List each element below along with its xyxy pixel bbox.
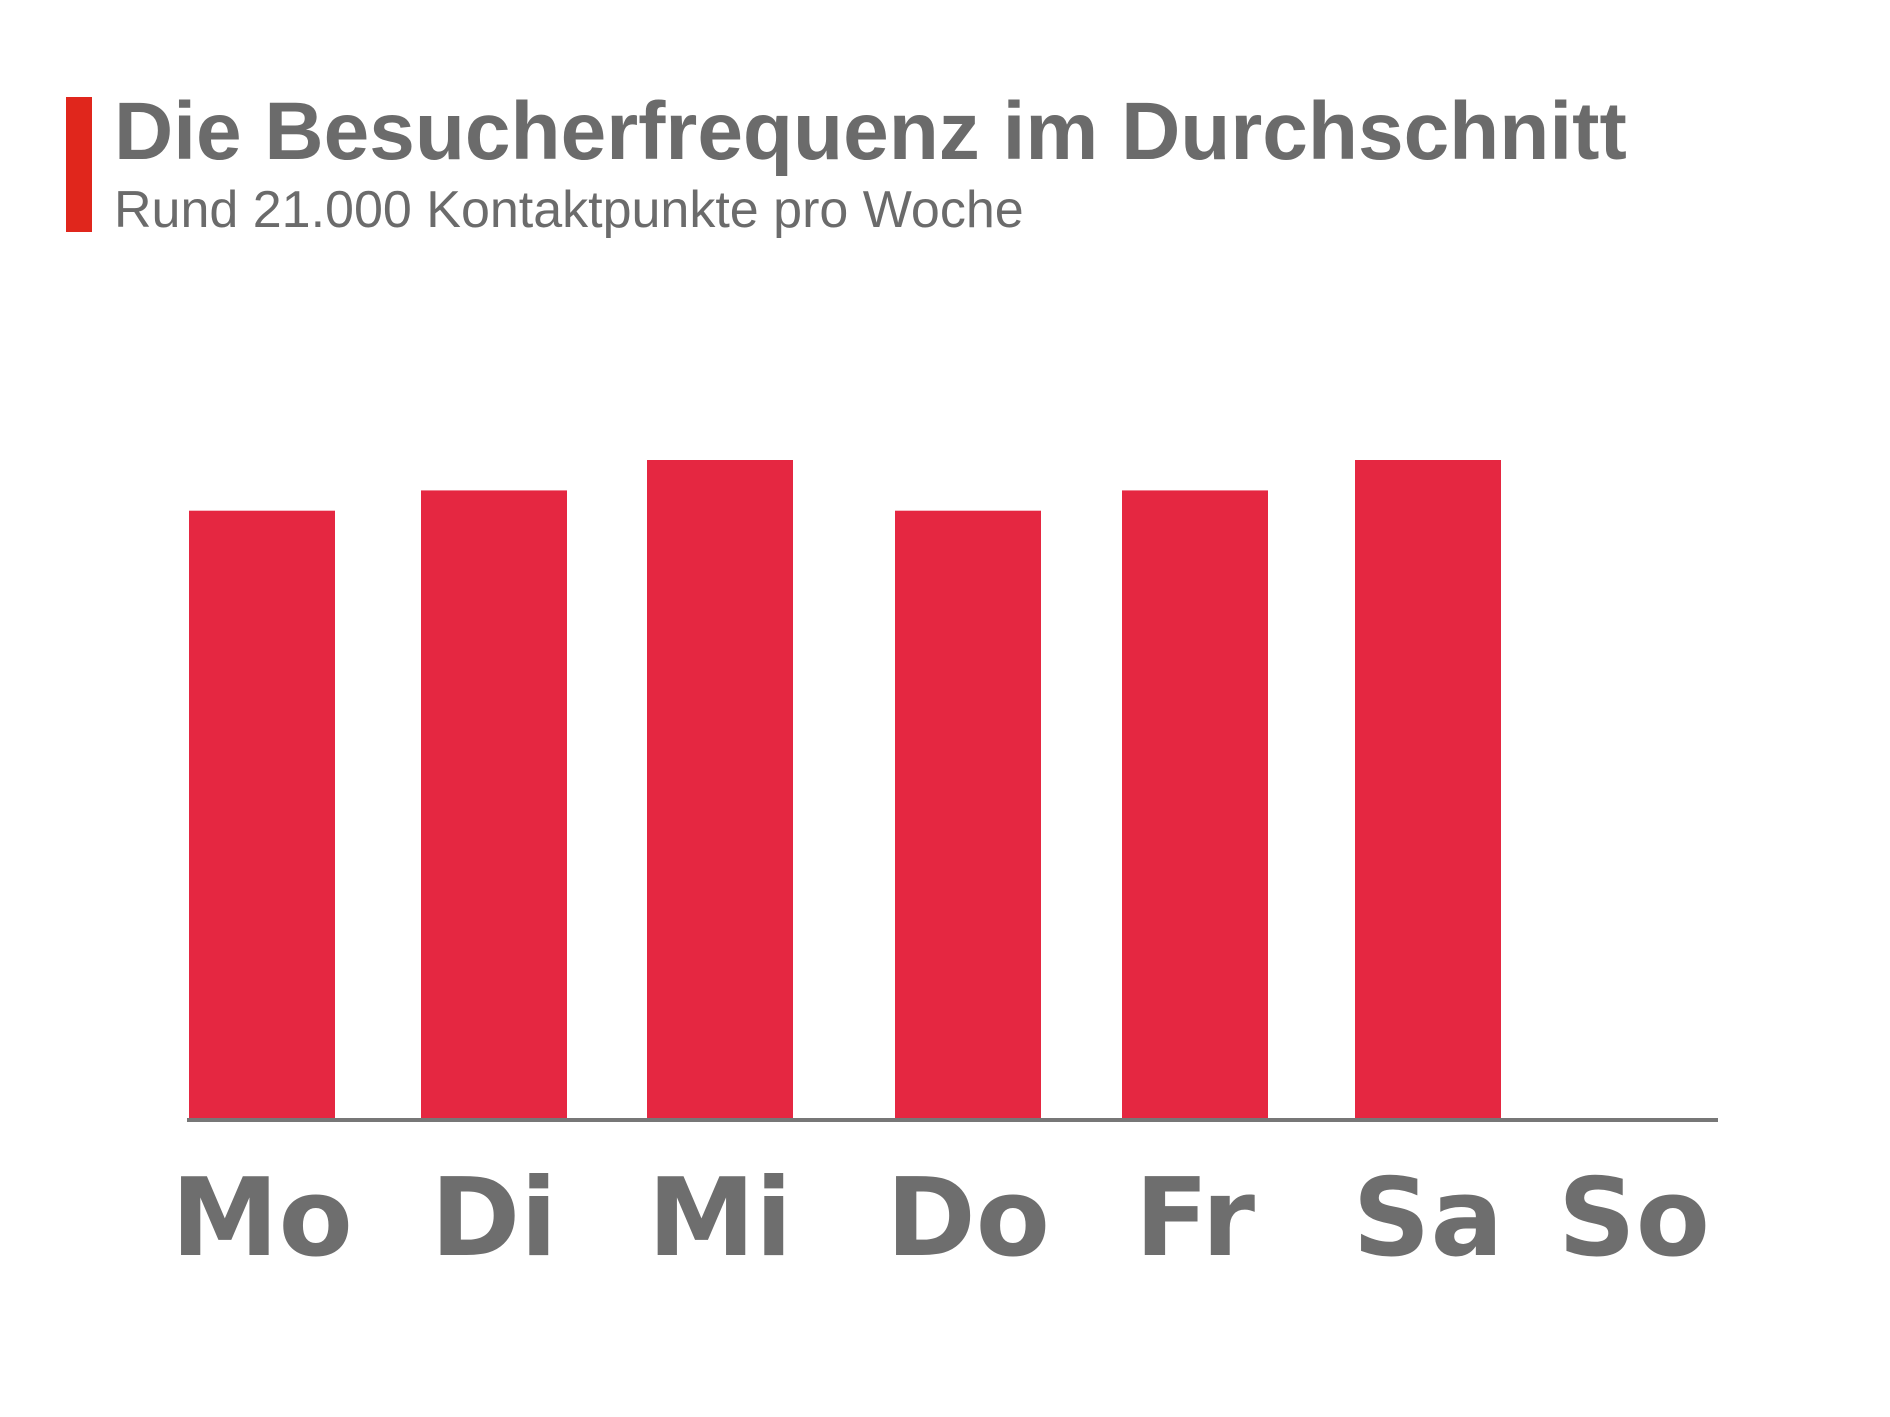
x-tick-label-mi: Mi (648, 1156, 793, 1281)
x-tick-label-di: Di (431, 1156, 558, 1281)
x-tick-label-so: So (1558, 1156, 1710, 1281)
x-tick-label-fr: Fr (1135, 1156, 1255, 1281)
chart-subtitle: Rund 21.000 Kontaktpunkte pro Woche (114, 181, 1024, 239)
bar-di (421, 490, 567, 1119)
bar-mo (189, 510, 335, 1119)
chart-title: Die Besucherfrequenz im Durchschnitt (114, 86, 1627, 177)
title-accent-bar (66, 97, 92, 232)
x-tick-label-mo: Mo (171, 1156, 353, 1281)
x-tick-label-do: Do (886, 1156, 1050, 1281)
bar-mi (647, 460, 793, 1119)
x-tick-label-sa: Sa (1353, 1156, 1504, 1281)
bar-fr (1122, 490, 1268, 1119)
bar-sa (1355, 460, 1501, 1119)
x-axis-tick-labels: Mo Di Mi Do Fr Sa So (171, 1156, 1710, 1281)
bar-series (189, 460, 1501, 1119)
bar-do (895, 510, 1041, 1119)
